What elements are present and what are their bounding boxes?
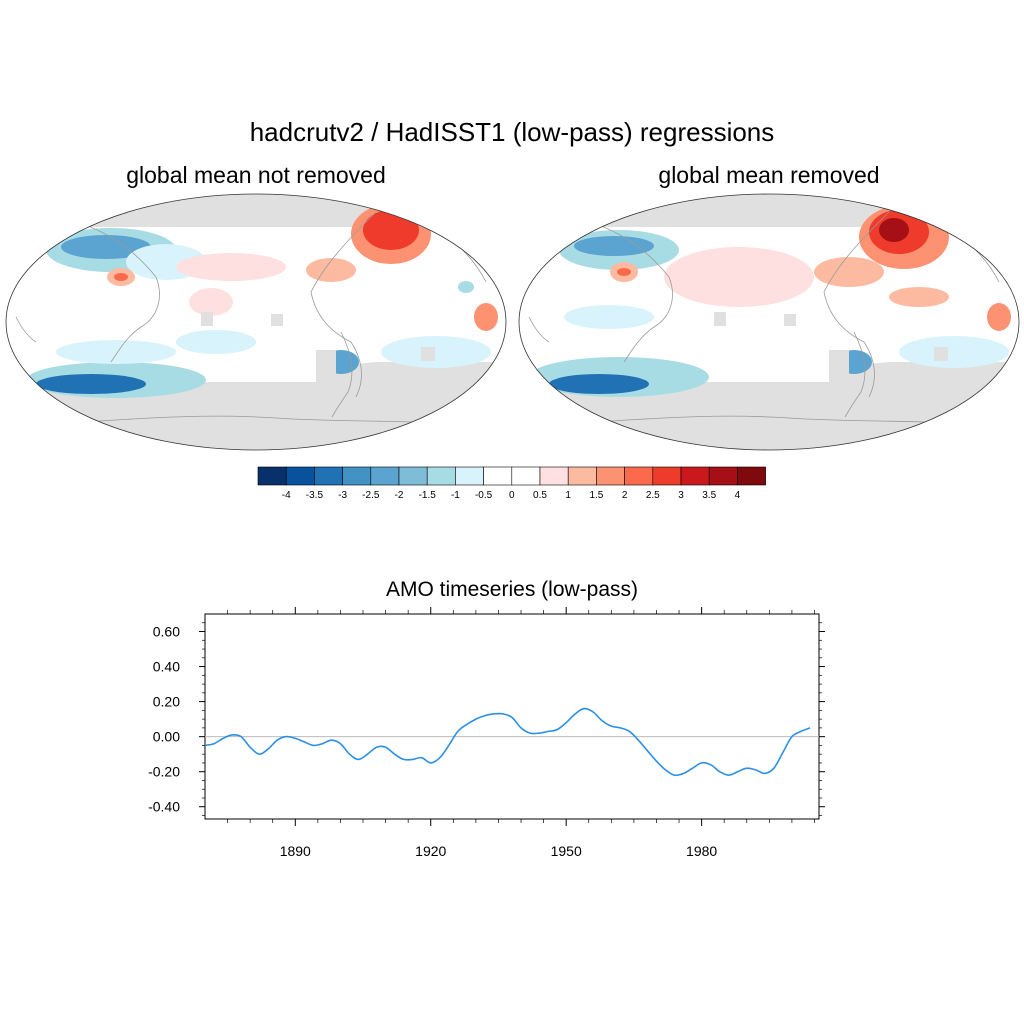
colorbar-label: 2.5 (646, 490, 660, 501)
series-line-amo (204, 707, 811, 777)
plot-frame (204, 613, 820, 820)
colorbar-swatch (257, 466, 287, 486)
x-tick-label: 1890 (280, 843, 311, 859)
map-subtitle: global mean removed (658, 162, 879, 188)
colorbar-swatch (567, 466, 597, 486)
x-tick-label: 1950 (551, 843, 582, 859)
y-tick-label: 0.40 (153, 659, 180, 675)
colorbar-swatch (539, 466, 569, 486)
colorbar-label: -4 (282, 490, 291, 501)
x-tick-label: 1980 (686, 843, 717, 859)
colorbar-label: 0 (509, 490, 515, 501)
colorbar-label: -2 (395, 490, 404, 501)
colorbar-swatch (680, 466, 710, 486)
colorbar-label: 3 (678, 490, 684, 501)
map-outline (5, 193, 507, 451)
colorbar-label: -0.5 (475, 490, 493, 501)
colorbar-swatch (511, 466, 541, 486)
colorbar-label: -3.5 (306, 490, 324, 501)
colorbar-label: 1.5 (589, 490, 603, 501)
colorbar-label: -3 (338, 490, 347, 501)
y-tick-label: -0.40 (148, 799, 180, 815)
colorbar-swatch (314, 466, 343, 486)
chart-title: AMO timeseries (low-pass) (386, 578, 638, 601)
colorbar-label: 2 (622, 490, 628, 501)
colorbar-label: -1.5 (419, 490, 437, 501)
colorbar-swatch (708, 466, 738, 486)
colorbar-label: -1 (451, 490, 460, 501)
colorbar-label: 1 (565, 490, 571, 501)
amo-chart: AMO timeseries (low-pass) -0.40 -0.20 0.00… (148, 578, 825, 859)
y-tick-label: -0.20 (148, 764, 180, 780)
x-axis: 1890 1920 1950 1980 (227, 607, 815, 859)
figure-title: hadcrutv2 / HadISST1 (low-pass) regressi… (250, 117, 775, 147)
y-tick-label: 0.60 (153, 624, 180, 640)
colorbar-label: -2.5 (362, 490, 380, 501)
colorbar-label: 3.5 (702, 490, 716, 501)
colorbar-swatch (455, 466, 484, 486)
y-axis: -0.40 -0.20 0.00 0.20 0.40 0.60 (148, 622, 825, 816)
x-tick-label: 1920 (415, 843, 446, 859)
map-outline (518, 193, 1020, 451)
map-panel-global-mean-removed: global mean removed (518, 162, 1020, 451)
y-tick-label: 0.20 (153, 694, 180, 710)
colorbar-swatch (652, 466, 682, 486)
map-panel-global-mean-not-removed: global mean not removed (5, 162, 507, 451)
regression-map (6, 194, 506, 450)
colorbar-swatch (596, 466, 625, 486)
y-tick-label: 0.00 (153, 729, 180, 745)
colorbar-swatch (624, 466, 654, 486)
colorbar-swatch (426, 466, 456, 486)
colorbar-swatch (737, 466, 766, 486)
colorbar-swatch (342, 466, 372, 486)
colorbar: -4 -3.5 -3 -2.5 -2 -1.5 -1 -0.5 0 0.5 1 1.5 2 2.5 3 3.5… (257, 466, 766, 501)
colorbar-label: 0.5 (533, 490, 547, 501)
colorbar-swatch (483, 466, 513, 486)
colorbar-swatch (398, 466, 428, 486)
map-subtitle: global mean not removed (126, 162, 386, 188)
colorbar-swatch (370, 466, 400, 486)
colorbar-label: 4 (735, 490, 741, 501)
regression-map (519, 194, 1019, 450)
colorbar-swatch (285, 466, 315, 486)
